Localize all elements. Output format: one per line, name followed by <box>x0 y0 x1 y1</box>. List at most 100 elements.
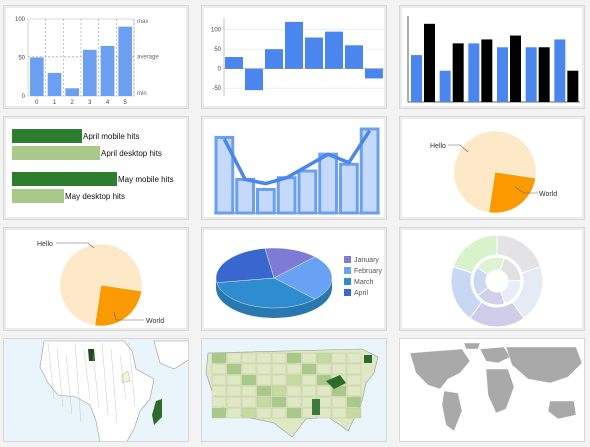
pie-chart-3d: January February March April <box>215 247 383 318</box>
bar <box>359 127 380 215</box>
leader-line <box>113 311 144 321</box>
state-cell <box>331 352 347 364</box>
state-cell <box>211 352 227 364</box>
x-tick-label: 3 <box>88 100 92 106</box>
pie-slice <box>94 284 142 327</box>
highlighted-state <box>364 355 372 363</box>
leader-line <box>448 144 469 153</box>
pie-chart-large: Hello World <box>37 241 164 327</box>
border-line <box>74 342 82 424</box>
state-cell <box>226 352 242 364</box>
chart-tile-8: January February March April <box>201 227 387 331</box>
bar-series-b <box>567 70 579 102</box>
chart-tile-12 <box>399 338 585 442</box>
state-cell <box>271 363 287 375</box>
chart-tile-7: Hello World <box>3 227 189 331</box>
state-cell <box>211 407 227 419</box>
state-cell <box>271 385 287 397</box>
state-cell <box>211 396 227 408</box>
border-line <box>92 354 100 408</box>
state-cell <box>316 363 332 375</box>
chart-tile-3 <box>399 5 585 109</box>
y-tick-label: 100 <box>211 28 222 34</box>
continent <box>485 368 515 414</box>
state-cell <box>301 363 317 375</box>
state-cell <box>301 352 317 364</box>
bar <box>276 176 297 215</box>
chart-tile-6: Hello World <box>399 116 585 220</box>
madagascar <box>152 399 162 425</box>
slice-label: World <box>146 318 164 325</box>
state-cell <box>256 396 272 408</box>
highlighted-state <box>326 375 346 389</box>
reference-label: average <box>137 55 159 61</box>
bar <box>265 49 283 69</box>
state-cell <box>226 396 242 408</box>
state-cell <box>256 385 272 397</box>
horizontal-bar-chart: April mobile hits April desktop hits May m… <box>12 129 174 203</box>
horizontal-bar <box>12 129 82 143</box>
continent <box>441 390 463 432</box>
legend-swatch <box>344 289 351 296</box>
y-tick-label: -50 <box>212 86 221 92</box>
bar <box>318 152 338 215</box>
bar <box>245 68 263 91</box>
bar <box>345 45 363 69</box>
arabia-landmass <box>153 340 188 370</box>
bar-series-b <box>510 35 521 102</box>
bar <box>214 135 235 215</box>
horizontal-bar <box>12 172 117 186</box>
slice-label: Hello <box>37 241 53 248</box>
legend-label: March <box>354 279 374 286</box>
continent <box>409 348 471 390</box>
y-tick-label: 50 <box>214 47 221 53</box>
x-tick-label: 1 <box>53 100 57 106</box>
border-line <box>56 348 64 408</box>
border-line <box>83 348 91 400</box>
bar <box>100 45 115 96</box>
world-map <box>400 339 584 441</box>
usa-map <box>202 339 386 441</box>
y-tick-label: 100 <box>15 17 26 23</box>
bar <box>365 68 383 79</box>
highlighted-country <box>88 349 95 361</box>
bar-label: April desktop hits <box>101 149 162 158</box>
state-cell <box>301 374 317 386</box>
bar <box>305 37 323 69</box>
state-cell <box>331 363 347 375</box>
chart-tile-2: 100 50 0 -50 <box>201 5 387 109</box>
africa-map <box>4 339 188 441</box>
reference-label: min <box>137 91 147 97</box>
state-cell <box>346 363 362 375</box>
legend-swatch <box>344 267 351 274</box>
state-cell <box>316 385 332 397</box>
pie-3d-slice <box>264 247 316 279</box>
ring-outer-segment <box>452 234 498 274</box>
border-line <box>65 354 73 416</box>
state-cell <box>241 385 257 397</box>
ring-inner-segment <box>476 256 505 276</box>
bar <box>83 49 97 96</box>
leader-line <box>514 186 538 194</box>
bar-series-a <box>411 55 422 102</box>
legend-label: February <box>354 268 383 275</box>
state-cell <box>346 396 362 408</box>
y-tick-label: 0 <box>218 67 222 73</box>
legend-swatch <box>344 256 351 263</box>
state-cell <box>256 363 272 375</box>
bar-series-b <box>452 43 464 102</box>
state-cell <box>211 374 227 386</box>
state-cell <box>346 374 362 386</box>
state-cell <box>241 396 257 408</box>
bar <box>235 177 255 215</box>
state-cell <box>301 385 317 397</box>
border-line <box>47 342 55 400</box>
state-cell <box>271 396 287 408</box>
legend-label: April <box>354 290 368 297</box>
state-cell <box>316 352 332 364</box>
bar-series-a <box>439 70 451 102</box>
minor-country <box>121 370 131 384</box>
horizontal-bar <box>12 146 100 160</box>
state-cell <box>226 407 242 419</box>
border-line <box>119 354 127 400</box>
